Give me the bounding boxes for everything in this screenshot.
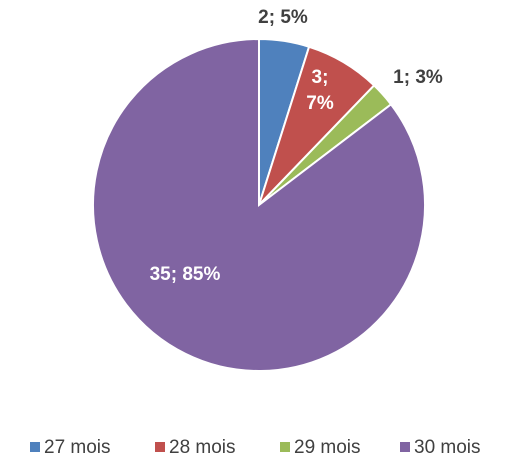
legend-swatch: [155, 442, 165, 452]
data-label: 35; 85%: [150, 264, 221, 285]
data-label: 3; 7%: [306, 67, 334, 114]
legend-swatch: [30, 442, 40, 452]
data-label: 1; 3%: [393, 67, 443, 88]
legend-label: 27 mois: [44, 437, 111, 458]
legend-swatch: [280, 442, 290, 452]
pie-slice: [92, 37, 426, 372]
legend-label: 28 mois: [169, 437, 236, 458]
legend-swatch: [400, 442, 410, 452]
legend-label: 29 mois: [294, 437, 361, 458]
data-label: 2; 5%: [258, 7, 308, 28]
legend-label: 30 mois: [414, 437, 481, 458]
